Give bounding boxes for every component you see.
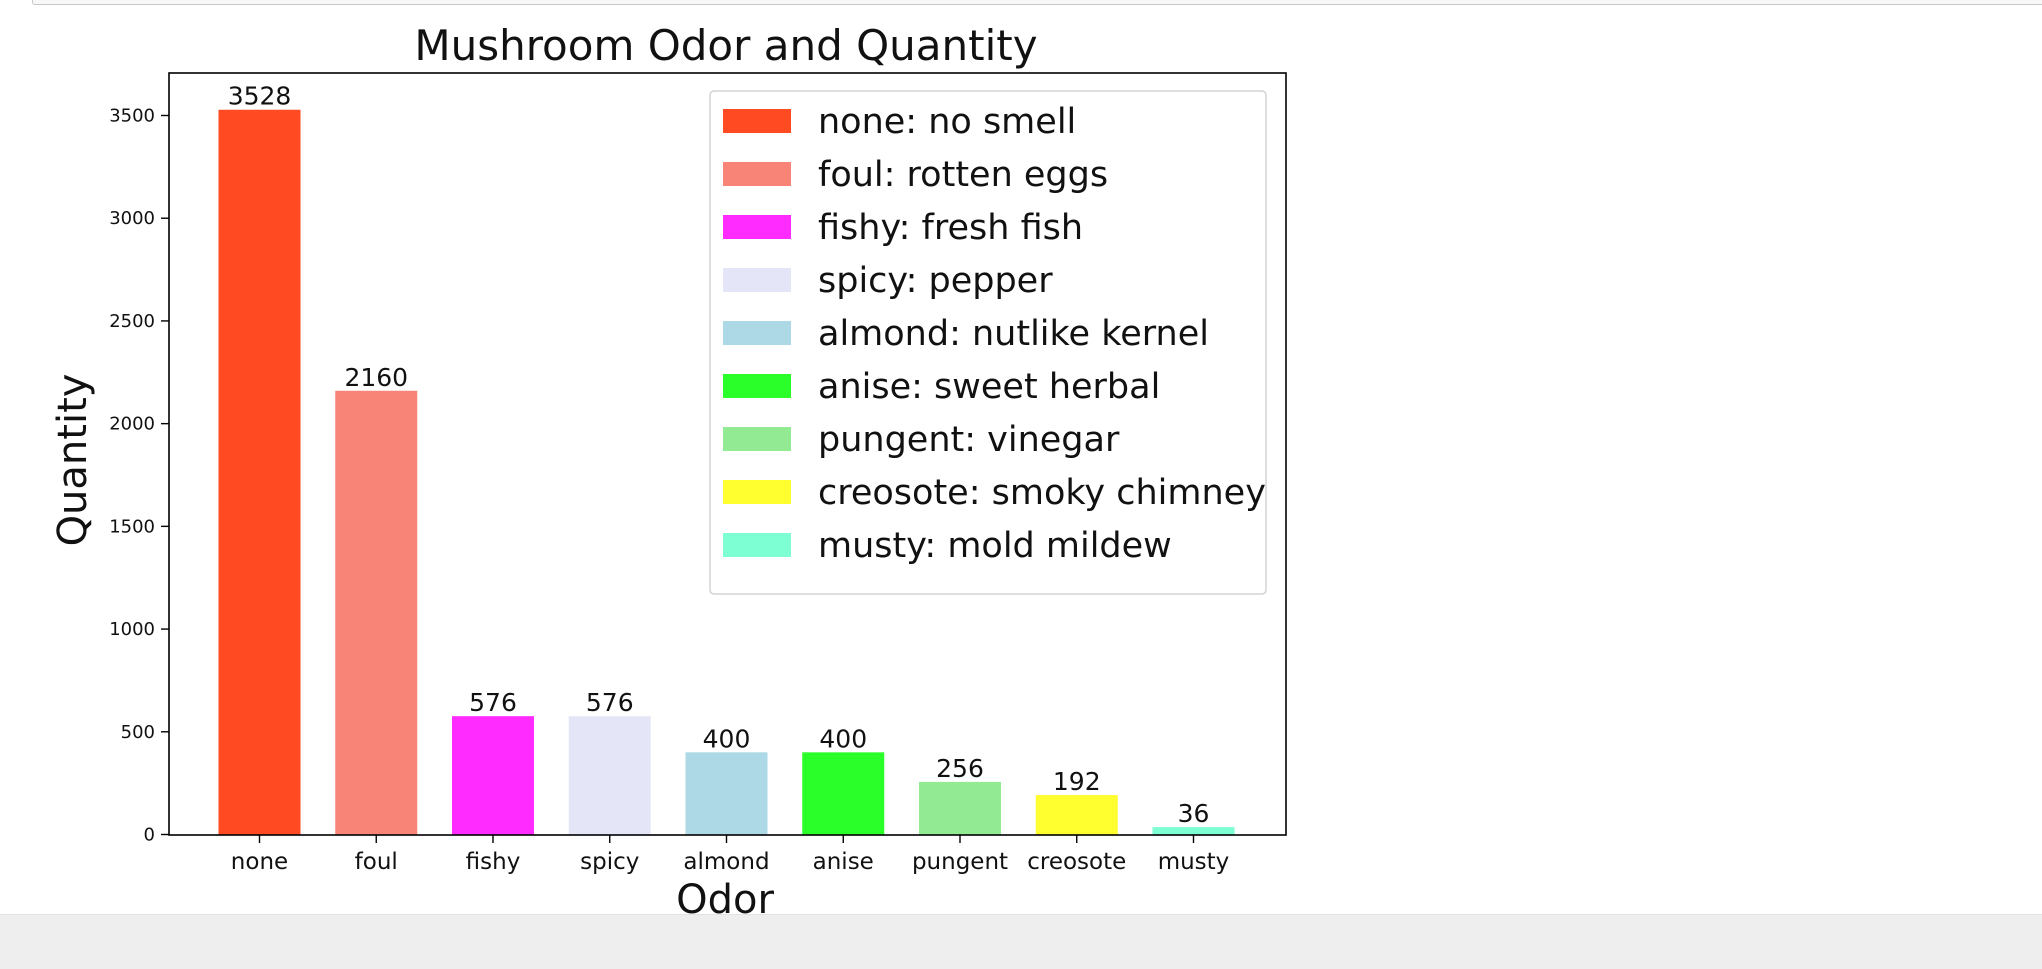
y-axis-label: Quantity [50,374,96,547]
x-tick-label-musty: musty [1158,849,1230,875]
x-tick-label-fishy: fishy [466,849,521,875]
legend-label-musty: musty: mold mildew [818,526,1172,566]
data-label-fishy: 576 [469,688,517,717]
legend-swatch-musty [723,533,791,557]
bar-spicy [568,716,651,835]
legend-label-almond: almond: nutlike kernel [818,314,1209,354]
legend-swatch-fishy [723,215,791,239]
y-tick-label: 1500 [109,516,155,537]
x-tick-label-almond: almond [683,849,769,875]
x-tick-label-foul: foul [355,849,398,875]
data-label-pungent: 256 [936,754,984,783]
legend-frame [709,90,1267,595]
data-label-none: 3528 [228,82,292,111]
legend-label-none: none: no smell [818,102,1076,142]
bar-fishy [452,716,534,835]
x-tick-label-pungent: pungent [912,849,1008,875]
legend-label-creosote: creosote: smoky chimney [818,473,1266,513]
bar-creosote [1035,795,1118,835]
bar-none [218,109,301,835]
x-tick-label-anise: anise [813,849,874,875]
legend-label-spicy: spicy: pepper [818,261,1053,301]
x-tick-label-none: none [231,849,288,875]
data-label-foul: 2160 [344,363,408,392]
bar-foul [335,390,418,835]
legend-swatch-anise [723,374,791,398]
legend-swatch-spicy [723,268,791,292]
legend-label-pungent: pungent: vinegar [818,420,1120,460]
y-axis: 0 500 1000 1500 2000 2500 3000 3500 [109,106,169,846]
y-tick-label: 500 [121,722,155,743]
bar-musty [1152,827,1235,835]
bottom-panel [0,914,2042,969]
data-label-musty: 36 [1178,799,1210,828]
y-tick-label: 1000 [109,619,155,640]
plot-frame [168,72,1287,836]
y-tick-label: 0 [144,825,155,846]
legend-swatch-pungent [723,427,791,451]
x-axis: none foul fishy spicy almond anise pungent creo… [231,835,1230,875]
bar-almond [685,752,768,835]
y-tick-label: 3000 [109,208,155,229]
bar-anise [802,752,885,835]
legend: none: no smell foul: rotten eggs fishy: fr… [709,90,1267,595]
data-label-anise: 400 [819,724,867,753]
legend-swatch-none [723,109,791,133]
y-tick-label: 2000 [109,414,155,435]
data-label-creosote: 192 [1053,767,1101,796]
legend-label-fishy: fishy: fresh fish [818,208,1083,248]
legend-swatch-creosote [723,480,791,504]
y-tick-label: 3500 [109,106,155,127]
bars: 3528 2160 576 576 400 400 256 192 36 [218,82,1235,835]
previous-cell-edge [32,0,2042,5]
legend-label-foul: foul: rotten eggs [818,155,1108,195]
x-tick-label-creosote: creosote [1027,849,1126,875]
legend-swatch-foul [723,162,791,186]
y-tick-label: 2500 [109,311,155,332]
x-tick-label-spicy: spicy [580,849,639,875]
legend-swatch-almond [723,321,791,345]
bar-pungent [919,781,1001,835]
legend-label-anise: anise: sweet herbal [818,367,1160,407]
chart-title: Mushroom Odor and Quantity [414,21,1037,70]
data-label-almond: 400 [703,724,751,753]
data-label-spicy: 576 [586,688,634,717]
